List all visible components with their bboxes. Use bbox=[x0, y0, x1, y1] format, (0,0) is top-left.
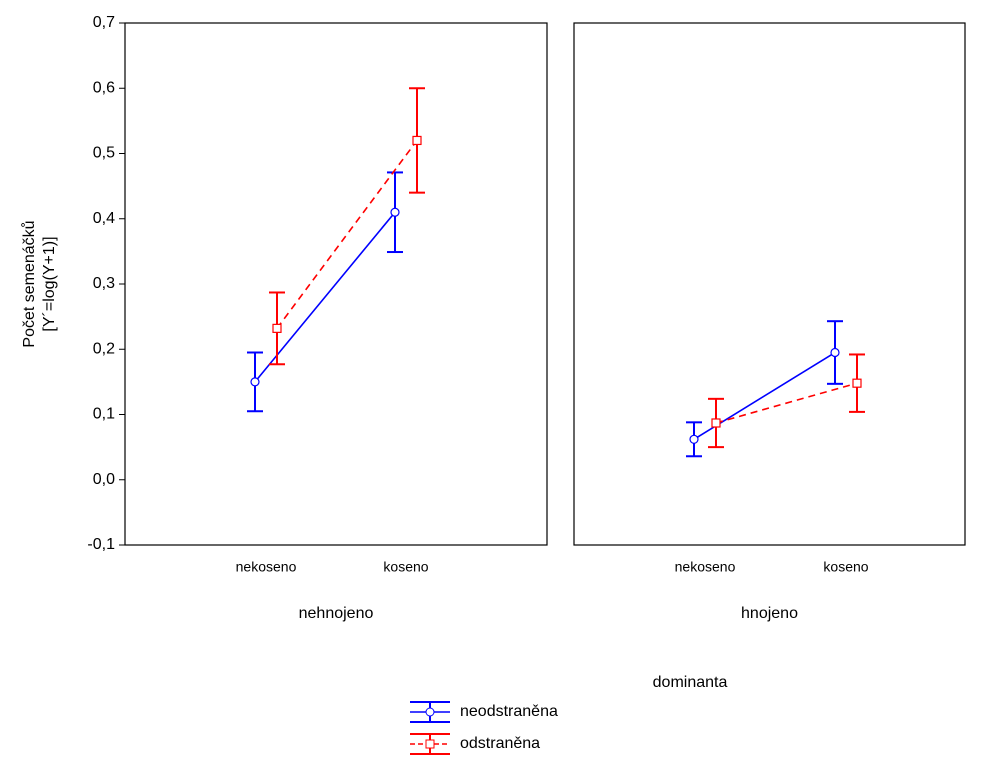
y-tick-label: 0,2 bbox=[93, 340, 115, 357]
x-axis-label: hnojeno bbox=[741, 605, 798, 622]
series-line bbox=[715, 382, 858, 424]
y-tick-label: -0,1 bbox=[87, 536, 115, 553]
y-axis-label-line: [Y´=log(Y+1)] bbox=[41, 236, 58, 331]
x-axis-label: nehnojeno bbox=[299, 605, 374, 622]
x-tick-label: koseno bbox=[823, 559, 868, 575]
point bbox=[272, 323, 282, 333]
y-tick-label: 0,7 bbox=[93, 14, 115, 31]
x-tick-label: koseno bbox=[383, 559, 428, 575]
y-tick-label: 0,4 bbox=[93, 210, 115, 227]
legend-symbol bbox=[425, 739, 435, 749]
point bbox=[250, 377, 260, 387]
series-line bbox=[276, 139, 418, 329]
y-axis-label: Počet semenáčků [Y´=log(Y+1)] bbox=[20, 220, 58, 347]
x-tick-label: nekoseno bbox=[675, 559, 736, 575]
point bbox=[852, 378, 862, 388]
point bbox=[390, 207, 400, 217]
y-axis-label-line: Počet semenáčků bbox=[20, 220, 38, 347]
x-tick-label: nekoseno bbox=[236, 559, 297, 575]
point bbox=[711, 418, 721, 428]
y-tick-label: 0,1 bbox=[93, 406, 115, 423]
plot-frame bbox=[573, 22, 966, 546]
legend-label: odstraněna bbox=[460, 735, 540, 752]
y-tick-label: 0,5 bbox=[93, 145, 115, 162]
y-tick-label: 0,3 bbox=[93, 275, 115, 292]
point bbox=[689, 434, 699, 444]
y-tick-label: 0,6 bbox=[93, 79, 115, 96]
series-line bbox=[254, 211, 396, 383]
point bbox=[412, 135, 422, 146]
y-tick-label: 0,0 bbox=[93, 471, 115, 488]
legend-symbol bbox=[425, 707, 435, 717]
legend-label: neodstraněna bbox=[460, 703, 558, 720]
point bbox=[830, 347, 840, 358]
legend-title: dominanta bbox=[653, 674, 728, 691]
